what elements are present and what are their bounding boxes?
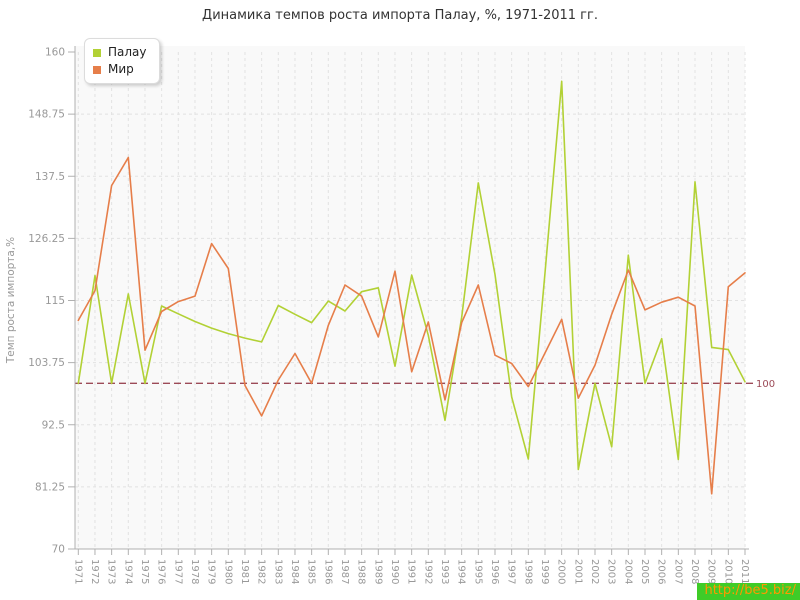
legend-label-world: Мир: [108, 62, 134, 76]
y-tick-label: 103.75: [28, 357, 65, 369]
y-tick-label: 81.25: [35, 481, 65, 493]
x-tick-label: 1987: [339, 559, 350, 584]
y-tick-label: 148.75: [28, 109, 65, 121]
x-tick-label: 1983: [272, 559, 283, 584]
x-tick-label: 1989: [372, 559, 383, 584]
x-tick-label: 2004: [622, 559, 633, 584]
x-tick-label: 1993: [439, 559, 450, 584]
x-tick-label: 1998: [522, 559, 533, 584]
y-tick-label: 137.5: [35, 171, 65, 183]
x-tick-label: 2005: [639, 559, 650, 584]
legend-label-palau: Палау: [108, 45, 147, 59]
x-tick-label: 2009: [706, 559, 717, 584]
series-line-palau: [77, 80, 746, 471]
x-tick-label: 1974: [122, 559, 133, 584]
x-tick-label: 1971: [72, 559, 83, 584]
x-tick-label: 1985: [306, 559, 317, 584]
x-tick-label: 1977: [172, 559, 183, 584]
legend-item-palau[interactable]: Палау: [93, 44, 147, 61]
x-tick-label: 2006: [656, 559, 667, 584]
x-tick-label: 1986: [322, 559, 333, 584]
x-tick-label: 1990: [389, 559, 400, 584]
x-tick-label: 1975: [139, 559, 150, 584]
x-tick-label: 1999: [539, 559, 550, 584]
palau-series-swatch: [93, 48, 101, 57]
x-tick-label: 1995: [472, 559, 483, 584]
x-tick-label: 1976: [156, 559, 167, 584]
x-tick-label: 1979: [206, 559, 217, 584]
y-axis-title: Темп роста импорта,%: [5, 237, 17, 364]
x-tick-label: 2001: [572, 559, 583, 584]
x-tick-label: 1992: [422, 559, 433, 584]
x-tick-label: 2002: [589, 559, 600, 584]
x-tick-label: 2008: [689, 559, 700, 584]
x-tick-label: 1997: [506, 559, 517, 584]
x-tick-label: 1996: [489, 559, 500, 584]
x-tick-label: 1984: [289, 559, 300, 584]
legend: Палау Мир: [84, 38, 160, 84]
y-tick-label: 115: [45, 295, 65, 307]
y-tick-label: 70: [52, 544, 65, 556]
chart-title: Динамика темпов роста импорта Палау, %, …: [202, 8, 598, 23]
x-tick-label: 1981: [239, 559, 250, 584]
x-tick-label: 2011: [739, 559, 750, 584]
x-tick-label: 1994: [456, 559, 467, 584]
watermark-link[interactable]: http://be5.biz/: [697, 583, 800, 600]
x-tick-label: 1978: [189, 559, 200, 584]
x-tick-label: 1980: [222, 559, 233, 584]
x-tick-label: 1991: [406, 559, 417, 584]
x-tick-label: 1973: [106, 559, 117, 584]
legend-item-world[interactable]: Мир: [93, 61, 147, 78]
series-line-world: [77, 156, 746, 495]
x-tick-label: 2000: [556, 559, 567, 584]
y-tick-label: 126.25: [28, 233, 65, 245]
x-tick-label: 1972: [89, 559, 100, 584]
x-tick-label: 1988: [356, 559, 367, 584]
y-tick-label: 92.5: [42, 419, 65, 431]
y-tick-label: 160: [45, 47, 65, 59]
x-tick-label: 1982: [256, 559, 267, 584]
world-series-swatch: [93, 65, 101, 74]
baseline-label: 100: [756, 379, 775, 390]
x-tick-label: 2003: [606, 559, 617, 584]
x-tick-label: 2010: [722, 559, 733, 584]
x-tick-label: 2007: [672, 559, 683, 584]
